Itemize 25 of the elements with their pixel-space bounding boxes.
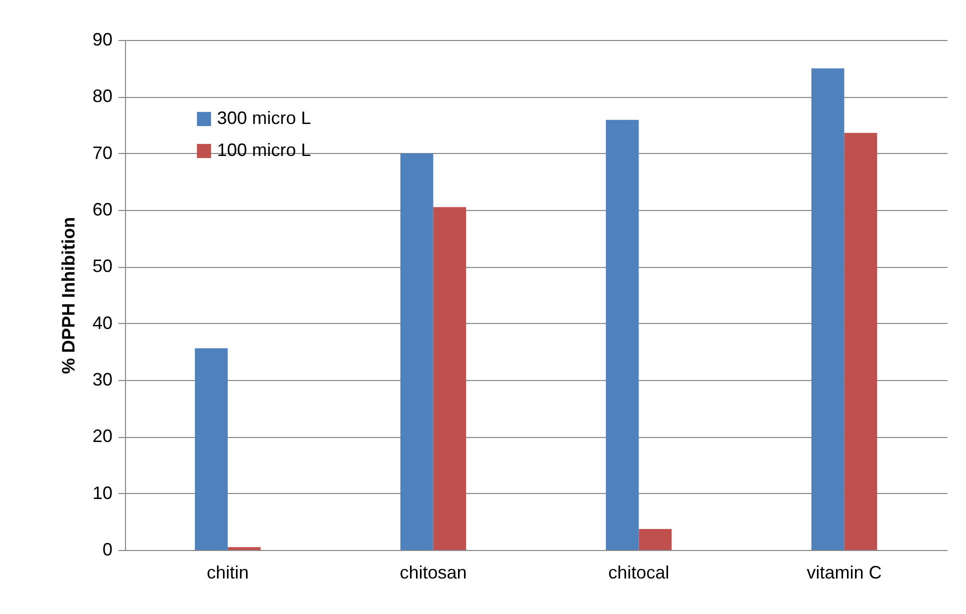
y-tick-label: 90 <box>92 30 112 50</box>
y-tick-label: 10 <box>92 482 112 503</box>
x-tick-label: chitosan <box>400 562 467 582</box>
y-tick-label: 80 <box>92 86 112 106</box>
bar <box>638 529 672 550</box>
legend-label: 300 micro L <box>217 108 312 128</box>
x-tick-label: chitocal <box>608 562 670 582</box>
y-tick-label: 40 <box>92 312 112 333</box>
bar <box>433 207 466 550</box>
y-tick-label: 50 <box>92 256 112 276</box>
y-axis-title: % DPPH Inhibition <box>58 217 78 374</box>
x-tick-label: chitin <box>206 562 249 582</box>
y-tick-label: 60 <box>92 200 112 220</box>
bar <box>606 120 639 550</box>
legend-label: 100 micro L <box>217 140 312 160</box>
bar <box>228 547 261 550</box>
bar <box>400 153 434 550</box>
x-tick-label: vitamin C <box>806 562 882 582</box>
y-tick-label: 0 <box>102 540 112 560</box>
bar <box>194 348 228 550</box>
bar <box>811 68 844 550</box>
y-tick-label: 70 <box>92 142 112 163</box>
y-tick-label: 30 <box>92 370 112 390</box>
y-tick-label: 20 <box>92 426 112 446</box>
bar <box>844 132 878 550</box>
